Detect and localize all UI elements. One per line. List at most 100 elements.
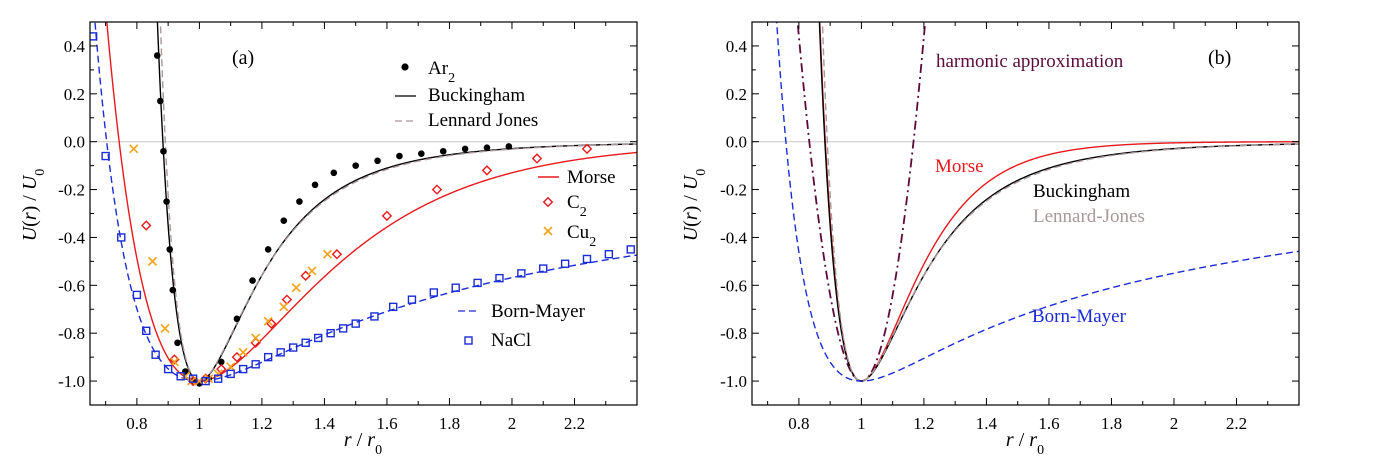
point-cu2-13 [279,302,289,312]
x-tick-label-a-0: 0.8 [126,414,147,433]
panel-label-b: (b) [1208,47,1231,69]
point-nacl-17 [301,338,310,347]
x-tick-label-b-6: 2 [1170,414,1179,433]
point-cu2-4 [180,371,190,381]
y-tick-label-a-7: -1.0 [58,372,85,391]
plot-frame-a [89,21,638,406]
point-cu2-8 [213,369,223,379]
point-c2-8 [281,294,293,305]
point-c2-10 [331,248,343,260]
point-nacl-24 [407,295,417,304]
point-ar2-24 [461,145,469,153]
point-nacl-6 [163,364,173,374]
point-nacl-15 [276,348,285,357]
point-ar2-1 [157,97,164,105]
legend-a: Ar2 Buckingham Lennard Jones Morse C2 Cu… [395,58,616,351]
point-cu2-14 [291,283,301,293]
point-nacl-16 [288,343,298,352]
point-nacl-3 [132,290,142,300]
y-tick-label-a-0: 0.4 [64,37,86,56]
curves-b [776,22,1299,382]
y-tick-label-b-2: 0.0 [726,133,747,152]
point-c2-15 [581,143,593,155]
point-ar2-22 [418,150,425,157]
label-born-mayer: Born-Mayer [1032,306,1127,327]
legend-marker-ar2 [401,63,409,71]
point-nacl-28 [495,273,504,283]
point-nacl-9 [201,376,210,386]
curve-a-born-mayer [94,22,637,382]
point-ar2-25 [483,144,491,151]
point-nacl-18 [313,333,323,343]
ticks-b: 0.8 1 1.2 1.4 1.6 1.8 2 2.2 0.4 0.2 0.0 -0.2 -0.4 -0.… [720,21,1299,433]
legend-text-morse: Morse [567,167,616,188]
point-nacl-5 [151,350,160,359]
x-tick-label-a-4: 1.6 [376,414,397,433]
y-axis-label-b: U(r) / U0 [680,169,709,242]
panel-a: 0.8 1 1.2 1.4 1.6 1.8 2 2.2 0.4 0.2 0.0 -0.2 -0.4 -0.… [19,21,638,458]
point-nacl-11 [226,369,235,379]
point-ar2-0 [153,52,161,59]
point-nacl-10 [213,374,223,383]
y-tick-label-b-3: -0.2 [720,181,747,200]
point-nacl-33 [604,249,614,259]
point-ar2-26 [505,143,513,150]
point-nacl-21 [351,319,360,328]
point-cu2-16 [322,249,333,259]
y-tick-label-a-3: -0.2 [58,181,85,200]
ticks-a: 0.8 1 1.2 1.4 1.6 1.8 2 2.2 0.4 0.2 0.0 -0.2 -0.4 -0.… [58,21,637,433]
x-tick-label-a-1: 1 [195,414,204,433]
point-nacl-23 [388,302,398,312]
point-ar2-19 [352,162,359,169]
point-nacl-25 [429,288,439,297]
x-tick-label-b-1: 1 [857,414,866,433]
point-nacl-7 [176,372,185,381]
x-tick-label-b-3: 1.4 [976,414,998,433]
point-ar2-18 [330,169,338,177]
point-ar2-16 [296,198,303,205]
curves-a [94,22,637,382]
point-nacl-14 [263,352,273,362]
y-tick-label-b-4: -0.4 [720,228,747,247]
point-ar2-2 [160,147,167,155]
y-tick-label-a-2: 0.0 [64,133,85,152]
point-cu2-1 [147,256,158,266]
point-cu2-15 [307,266,317,276]
point-nacl-26 [451,283,460,292]
legend-marker-nacl [464,336,473,345]
point-cu2-5 [187,376,197,386]
point-nacl-8 [188,374,198,383]
point-ar2-5 [169,286,177,294]
point-ar2-6 [174,339,181,347]
point-c2-4 [216,363,227,375]
legend-text-ar2: Ar2 [428,58,455,86]
legend-marker-cu2 [543,226,553,236]
y-tick-label-a-1: 0.2 [64,85,85,104]
x-axis-label-b: r / r0 [1006,429,1044,458]
point-nacl-27 [473,278,482,288]
x-tick-label-a-5: 1.8 [439,414,460,433]
label-morse: Morse [935,156,984,177]
x-tick-label-a-3: 1.4 [314,414,336,433]
point-nacl-13 [251,360,260,369]
x-tick-label-b-5: 1.8 [1101,414,1122,433]
point-ar2-4 [166,246,174,253]
x-tick-label-a-2: 1.2 [251,414,272,433]
curve-a-lennard-jones [159,22,637,382]
y-tick-label-b-7: -1.0 [720,372,747,391]
point-cu2-12 [263,316,273,326]
points-a [90,32,635,387]
legend-text-buckingham: Buckingham [428,85,525,106]
point-c2-11 [381,210,393,222]
x-tick-label-b-4: 1.6 [1038,414,1059,433]
point-nacl-22 [370,312,379,321]
legend-text-cu2: Cu2 [567,222,596,250]
point-c2-14 [531,153,543,164]
point-ar2-15 [280,217,288,224]
label-buckingham: Buckingham [1033,181,1130,202]
label-harmonic: harmonic approximation [936,51,1124,72]
point-cu2-10 [238,347,248,357]
y-tick-label-a-4: -0.4 [58,228,85,247]
point-c2-12 [431,184,443,195]
point-c2-1 [169,354,180,365]
